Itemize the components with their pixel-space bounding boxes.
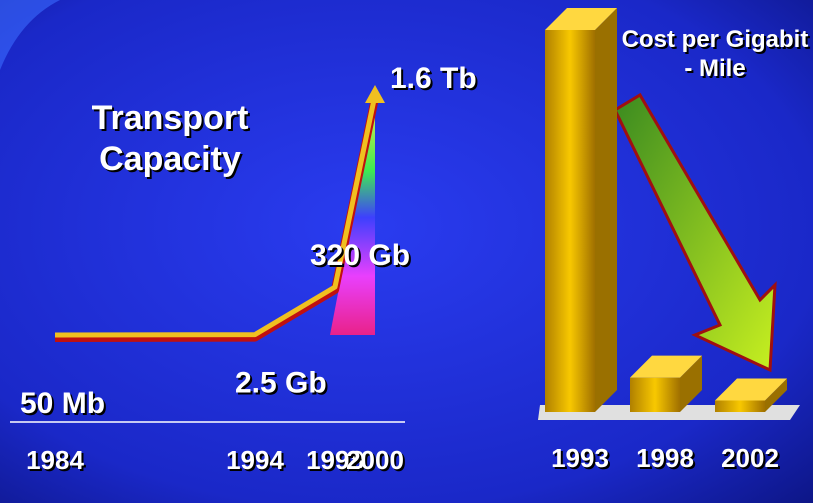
x-tick-label: 1998 [306,445,364,475]
arrow [613,92,777,373]
bar-side [680,355,702,412]
data-label: 50 Mb [20,387,105,420]
bar [630,355,702,412]
bar-side [765,378,787,412]
chart-title: Cost per Gigabit - Mile [621,26,809,82]
data-label: 320 Gb [310,239,410,272]
bar-front [545,30,595,412]
chart-title: Transport Capacity [91,99,249,178]
arrow-head [365,85,385,103]
x-tick-label: 1994 [226,445,284,475]
x-tick-label: 1984 [26,445,84,475]
bar-side [595,8,617,412]
curve [54,94,378,338]
bar-top [630,355,702,378]
bar [545,8,617,412]
bar-top [715,378,787,401]
bar-front [630,377,680,412]
x-tick-label: 1993 [551,443,609,473]
bar-front [715,400,765,412]
x-tick-label: 2002 [721,443,779,473]
x-tick-label: 1998 [636,443,694,473]
data-label: 1.6 Tb [390,62,477,95]
x-tick-label: 2000 [346,445,404,475]
swoosh [0,0,60,70]
bar [715,378,787,412]
data-label: 2.5 Gb [235,367,327,400]
bar-top [545,8,617,30]
